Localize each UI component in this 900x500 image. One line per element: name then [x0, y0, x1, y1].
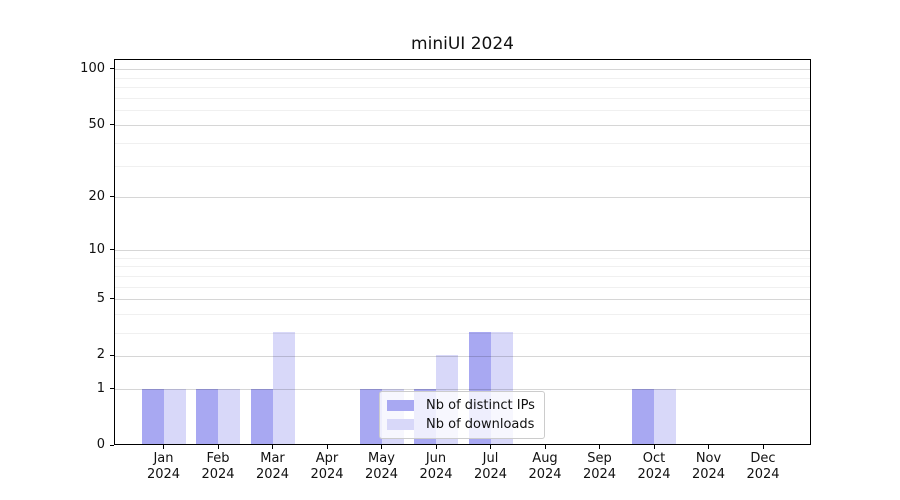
legend-label-downloads: Nb of downloads: [426, 417, 535, 432]
gridline-40: [115, 142, 810, 144]
bar-downloads-feb: [218, 388, 240, 444]
y-tick-mark: [110, 388, 114, 389]
gridline-9: [115, 257, 810, 259]
legend: Nb of distinct IPs Nb of downloads: [379, 391, 545, 439]
legend-row-distinct-ips: Nb of distinct IPs: [387, 398, 535, 413]
x-tick-label-oct: Oct 2024: [637, 451, 671, 482]
bar-downloads-jan: [163, 388, 186, 444]
bar-distinct-ips-mar: [250, 388, 273, 444]
x-tick-label-may: May 2024: [364, 451, 399, 482]
x-tick-mark: [599, 445, 600, 449]
y-tick-label-0: 0: [96, 437, 105, 452]
bar-distinct-ips-may: [359, 388, 382, 444]
x-tick-mark: [381, 445, 382, 449]
x-tick-label-jan: Jan 2024: [146, 451, 181, 482]
gridline-8: [115, 266, 810, 268]
bar-distinct-ips-oct: [632, 388, 654, 444]
x-tick-label-apr: Apr 2024: [310, 451, 344, 482]
x-tick-label-jul: Jul 2024: [473, 451, 508, 482]
legend-swatch-downloads: [387, 419, 414, 430]
x-tick-mark: [762, 445, 764, 449]
x-tick-label-dec: Dec 2024: [746, 451, 780, 482]
gridline-100: [115, 69, 810, 71]
gridline-10: [115, 250, 810, 252]
x-tick-label-jun: Jun 2024: [419, 451, 453, 482]
y-tick-mark: [110, 354, 114, 356]
gridline-2: [115, 355, 810, 357]
gridline-6: [115, 286, 810, 288]
y-tick-label-20: 20: [88, 188, 105, 204]
x-tick-mark: [435, 445, 437, 449]
y-tick-label-5: 5: [96, 290, 105, 306]
bar-downloads-oct: [654, 388, 676, 444]
gridline-4: [115, 314, 810, 316]
x-tick-mark: [490, 445, 491, 449]
x-tick-mark: [653, 445, 655, 449]
y-tick-mark: [110, 68, 114, 70]
x-tick-mark: [163, 445, 164, 449]
x-tick-mark: [272, 445, 273, 449]
bar-downloads-mar: [272, 332, 295, 444]
y-tick-mark: [110, 444, 114, 446]
y-tick-label-2: 2: [96, 347, 105, 363]
x-tick-label-mar: Mar 2024: [255, 451, 290, 482]
x-tick-label-nov: Nov 2024: [691, 451, 726, 482]
x-tick-mark: [708, 445, 709, 449]
gridline-90: [115, 77, 810, 79]
y-tick-mark: [110, 249, 114, 251]
gridline-60: [115, 110, 810, 112]
y-tick-label-100: 100: [80, 60, 105, 76]
legend-swatch-distinct-ips: [387, 400, 414, 411]
bar-distinct-ips-feb: [196, 388, 218, 444]
gridline-50: [115, 125, 810, 127]
y-tick-label-50: 50: [88, 116, 105, 132]
gridline-5: [115, 299, 810, 301]
y-tick-label-10: 10: [88, 241, 105, 257]
x-tick-mark: [217, 445, 219, 449]
plot-area: [114, 59, 811, 445]
x-tick-mark: [544, 445, 546, 449]
y-tick-mark: [110, 196, 114, 198]
x-tick-mark: [326, 445, 328, 449]
y-tick-label-1: 1: [96, 380, 105, 396]
y-tick-mark: [110, 124, 114, 126]
gridline-7: [115, 276, 810, 278]
chart-title: miniUI 2024: [411, 34, 514, 54]
gridline-70: [115, 98, 810, 100]
x-tick-label-feb: Feb 2024: [201, 451, 235, 482]
gridline-30: [115, 165, 810, 167]
legend-label-distinct-ips: Nb of distinct IPs: [426, 398, 535, 413]
legend-row-downloads: Nb of downloads: [387, 417, 535, 432]
x-tick-label-sep: Sep 2024: [582, 451, 617, 482]
bar-distinct-ips-jan: [141, 388, 164, 444]
gridline-3: [115, 332, 810, 334]
gridline-80: [115, 87, 810, 89]
x-tick-label-aug: Aug 2024: [528, 451, 562, 482]
y-tick-mark: [110, 298, 114, 300]
gridline-20: [115, 197, 810, 199]
